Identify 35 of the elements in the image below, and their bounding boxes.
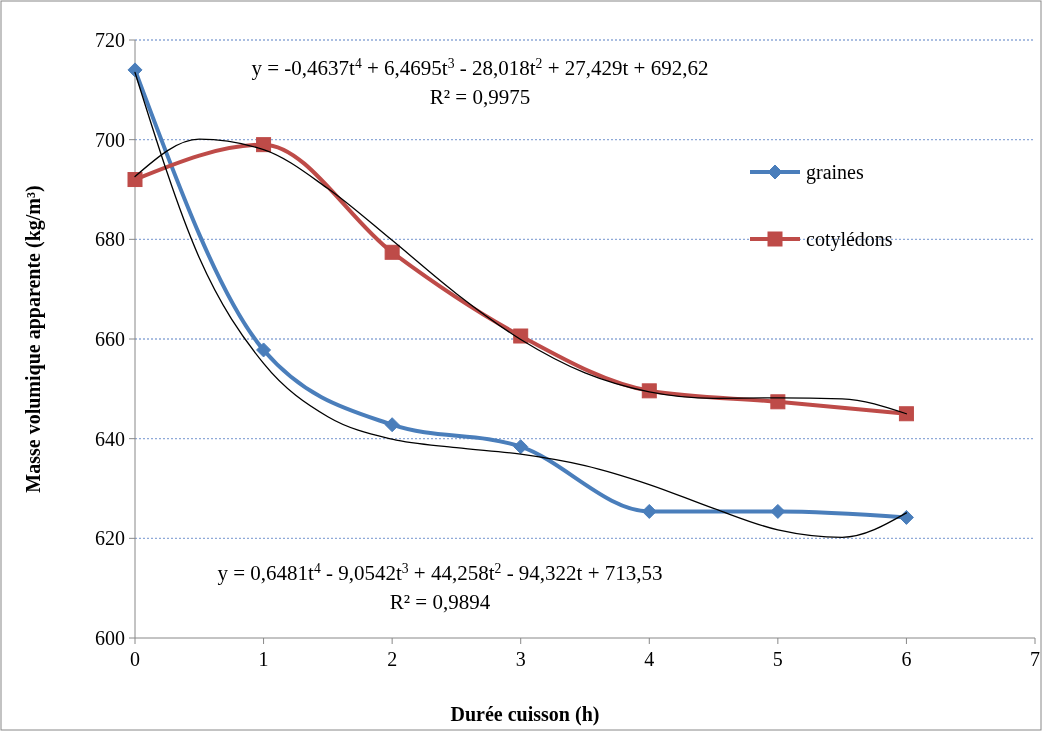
y-tick-label: 660 <box>95 328 125 350</box>
x-tick-label: 6 <box>901 648 912 670</box>
legend-label: graines <box>806 161 864 184</box>
point <box>770 503 786 519</box>
x-tick-label: 2 <box>387 648 398 670</box>
annotation: R² = 0,9975 <box>429 85 531 109</box>
annotation: y = 0,6481t$^{4}$ - 9,0542t$^{3}$ + 44,258t$^{2}$ - 94,322t + 713,53 <box>217 560 663 585</box>
point <box>384 417 400 433</box>
annotation: y = -0,4637t$^{4}$ + 6,4695t$^{3}$ - 28,018t$^{2}$ + 27,429t + 692,62 <box>251 55 709 80</box>
point <box>256 342 272 358</box>
y-tick-label: 600 <box>95 627 125 649</box>
point <box>127 172 143 188</box>
legend-label: cotylédons <box>806 228 893 251</box>
point <box>127 62 143 78</box>
point <box>513 439 529 455</box>
point <box>641 503 657 519</box>
y-tick-label: 640 <box>95 427 125 450</box>
x-axis-title: Durée cuisson (h) <box>450 703 600 726</box>
x-tick-label: 5 <box>772 648 783 670</box>
y-tick-label: 620 <box>95 527 125 550</box>
y-tick-label: 680 <box>95 228 125 251</box>
point <box>256 137 272 153</box>
x-tick-label: 1 <box>258 648 269 670</box>
y-tick-label: 700 <box>95 128 125 151</box>
x-tick-label: 7 <box>1030 648 1040 670</box>
point <box>384 244 400 260</box>
point <box>770 394 786 410</box>
annotation: R² = 0,9894 <box>389 590 491 614</box>
x-tick-label: 0 <box>130 648 140 670</box>
point <box>641 383 657 399</box>
y-axis-title: Masse volumique apparente (kg/m³) <box>22 185 45 493</box>
x-tick-label: 4 <box>644 648 655 670</box>
point <box>898 406 914 422</box>
y-tick-label: 720 <box>95 29 125 51</box>
x-tick-label: 3 <box>515 648 526 670</box>
